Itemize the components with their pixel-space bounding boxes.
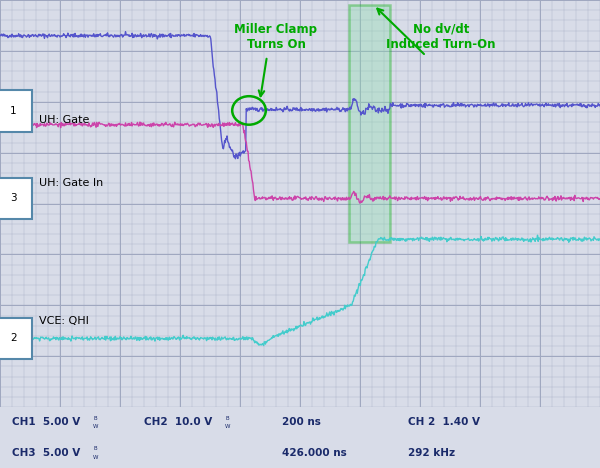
Text: 426.000 ns: 426.000 ns (282, 448, 347, 458)
Text: B: B (93, 416, 97, 421)
Text: CH3  5.00 V: CH3 5.00 V (12, 448, 80, 458)
Text: W: W (225, 424, 230, 429)
Text: UH: Gate In: UH: Gate In (39, 178, 103, 188)
Text: 200 ns: 200 ns (282, 417, 321, 427)
Text: W: W (93, 454, 98, 460)
Text: 292 kHz: 292 kHz (408, 448, 455, 458)
Text: CH1  5.00 V: CH1 5.00 V (12, 417, 80, 427)
Text: 3: 3 (10, 193, 17, 204)
Text: CH 2  1.40 V: CH 2 1.40 V (408, 417, 480, 427)
Text: UH: Gate: UH: Gate (39, 115, 89, 124)
Text: VCE: QHI: VCE: QHI (39, 315, 89, 326)
Text: Miller Clamp
Turns On: Miller Clamp Turns On (235, 23, 317, 51)
Text: 2: 2 (10, 334, 17, 344)
Text: W: W (93, 424, 98, 429)
Text: B: B (93, 446, 97, 451)
Text: No dv/dt
Induced Turn-On: No dv/dt Induced Turn-On (386, 23, 496, 51)
Text: CH2  10.0 V: CH2 10.0 V (144, 417, 212, 427)
Text: B: B (225, 416, 229, 421)
FancyBboxPatch shape (349, 5, 390, 242)
Text: 1: 1 (10, 106, 17, 116)
